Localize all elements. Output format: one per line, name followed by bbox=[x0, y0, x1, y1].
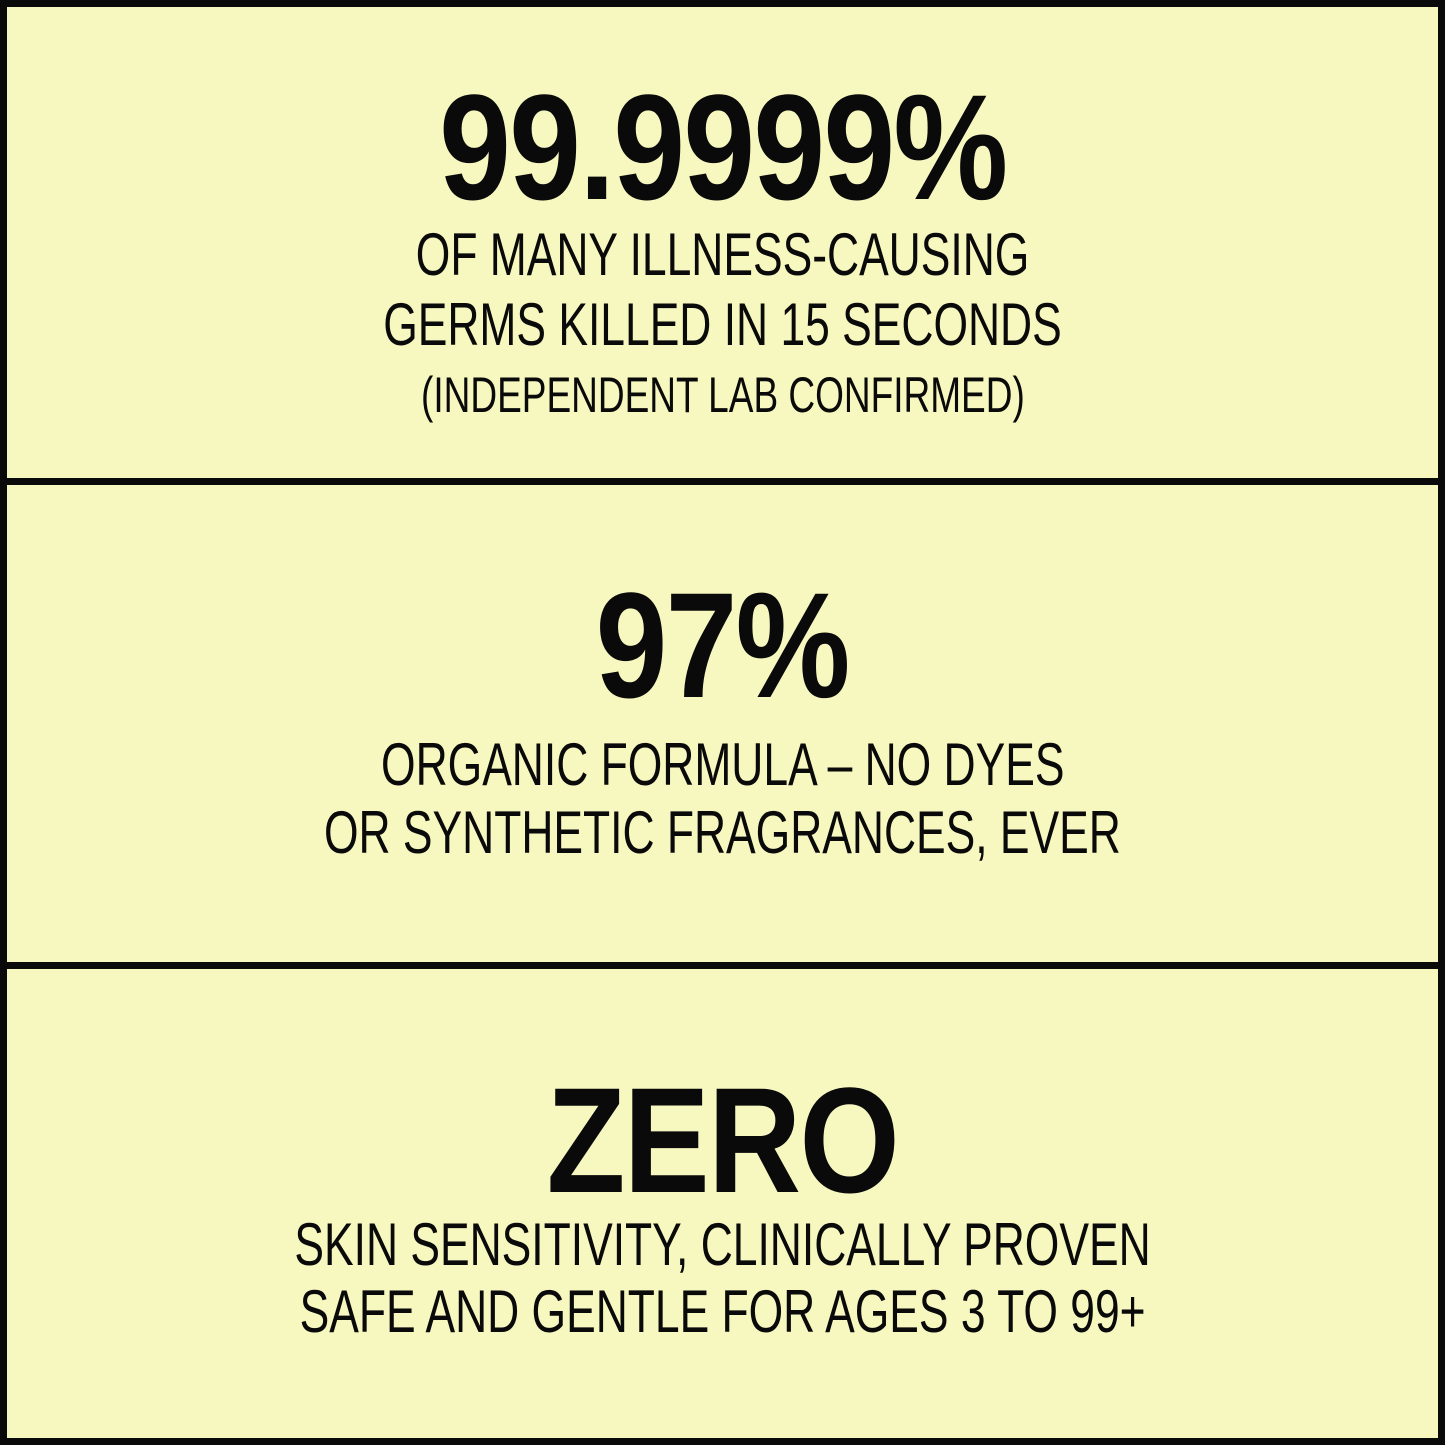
stat-note: (INDEPENDENT LAB CONFIRMED) bbox=[420, 367, 1025, 423]
stat-description: OF MANY ILLNESS-CAUSING bbox=[415, 221, 1030, 288]
stat-description: GERMS KILLED IN 15 SECONDS bbox=[383, 291, 1062, 358]
stat-description: SAFE AND GENTLE FOR AGES 3 TO 99+ bbox=[299, 1278, 1146, 1345]
stat-description: SKIN SENSITIVITY, CLINICALLY PROVEN bbox=[294, 1211, 1151, 1278]
stat-description: ORGANIC FORMULA – NO DYES bbox=[380, 731, 1065, 798]
section-divider bbox=[0, 478, 1445, 485]
stat-headline: 99.9999% bbox=[438, 63, 1008, 231]
stat-description: OR SYNTHETIC FRAGRANCES, EVER bbox=[324, 799, 1121, 866]
stat-headline: 97% bbox=[595, 561, 851, 729]
section-divider bbox=[0, 962, 1445, 969]
stat-headline: ZERO bbox=[546, 1056, 900, 1224]
